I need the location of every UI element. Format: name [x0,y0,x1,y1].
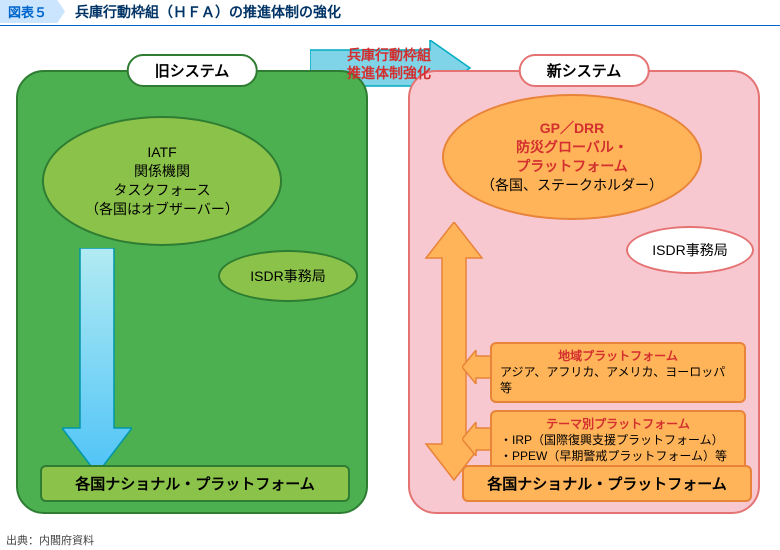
source-note: 出典：内閣府資料 [6,532,94,548]
iatf-l4: （各国はオブザーバー） [85,200,239,219]
isdr-left-ellipse: ISDR事務局 [218,250,358,302]
figure-number: 図表５ [0,0,65,23]
isdr-left-text: ISDR事務局 [250,267,325,286]
gp-l2: 防災グローバル・ [516,138,628,157]
isdr-right-ellipse: ISDR事務局 [626,226,754,274]
region-title: 地域プラットフォーム [500,348,736,364]
old-system-label: 旧システム [127,54,258,87]
right-vertical-arrow [424,222,484,482]
region-platform-box: 地域プラットフォーム アジア、アフリカ、アメリカ、ヨーロッパ 等 [490,342,746,403]
left-down-arrow [62,248,132,478]
figure-header: 図表５ 兵庫行動枠組（ＨＦＡ）の推進体制の強化 [0,0,780,26]
transition-line1: 兵庫行動枠組 [347,47,431,63]
gp-l3: プラットフォーム [516,157,628,176]
gp-l4: （各国、ステークホルダー） [481,176,663,195]
iatf-l1: IATF [147,143,176,162]
figure-title: 兵庫行動枠組（ＨＦＡ）の推進体制の強化 [75,2,341,22]
iatf-l3: タスクフォース [113,181,210,200]
diagram-canvas: 兵庫行動枠組 推進体制強化 旧システム IATF 関係機関 タスクフォース （各… [10,34,770,524]
new-bottom-box: 各国ナショナル・プラットフォーム [462,465,752,502]
theme-body1: ・IRP（国際復興支援プラットフォーム） [500,432,736,448]
old-bottom-box: 各国ナショナル・プラットフォーム [40,465,350,502]
old-system-panel: 旧システム IATF 関係機関 タスクフォース （各国はオブザーバー） ISDR… [16,70,368,514]
iatf-ellipse: IATF 関係機関 タスクフォース （各国はオブザーバー） [42,116,282,246]
transition-label: 兵庫行動枠組 推進体制強化 [324,46,454,82]
transition-line2: 推進体制強化 [347,65,431,81]
region-body: アジア、アフリカ、アメリカ、ヨーロッパ 等 [500,364,736,396]
new-system-panel: 新システム GP／DRR 防災グローバル・ プラットフォーム （各国、ステークホ… [408,70,760,514]
theme-title: テーマ別プラットフォーム [500,416,736,432]
new-system-label: 新システム [519,54,650,87]
theme-platform-box: テーマ別プラットフォーム ・IRP（国際復興支援プラットフォーム） ・PPEW（… [490,410,746,471]
iatf-l2: 関係機関 [134,162,190,181]
theme-body2: ・PPEW（早期警戒プラットフォーム）等 [500,448,736,464]
isdr-right-text: ISDR事務局 [652,241,727,260]
gp-drr-ellipse: GP／DRR 防災グローバル・ プラットフォーム （各国、ステークホルダー） [442,94,702,220]
gp-l1: GP／DRR [540,119,605,138]
